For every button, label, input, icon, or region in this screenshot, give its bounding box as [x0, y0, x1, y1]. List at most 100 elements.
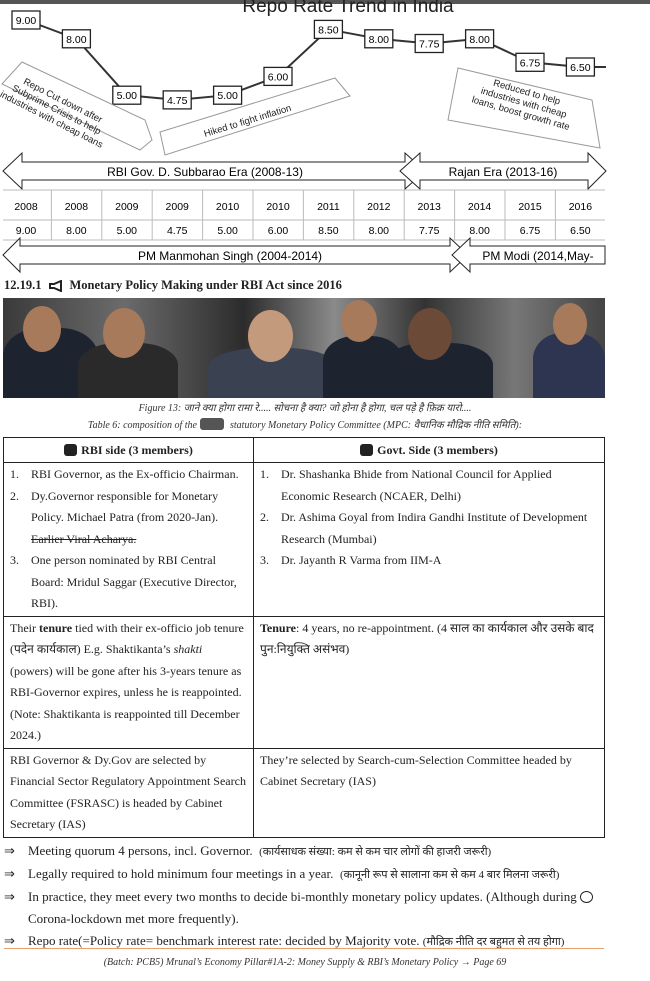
corona-icon — [580, 890, 593, 903]
list-item: 2. Dy.Governor responsible for Monetary P… — [10, 488, 219, 546]
value-cell: 4.75 — [167, 225, 188, 237]
x-tick-label: 2011 — [317, 201, 340, 213]
rbi-header-text: RBI side (3 members) — [81, 443, 193, 457]
value-cell: 9.00 — [16, 225, 37, 237]
value-cell: 5.00 — [217, 225, 238, 237]
value-cell: 5.00 — [117, 225, 138, 237]
govt-tenure: Tenure: 4 years, no re-appointment. (4 स… — [253, 615, 605, 749]
value-cell: 8.00 — [469, 225, 490, 237]
govt-side-header: Govt. Side (3 members) — [253, 437, 605, 463]
value-cell: 6.00 — [268, 225, 289, 237]
bullet-repo-rate: ⇒ Repo rate(=Policy rate= benchmark inter… — [4, 930, 604, 953]
data-label: 8.50 — [318, 24, 339, 36]
x-tick-label: 2016 — [569, 201, 593, 213]
x-tick-label: 2010 — [266, 201, 290, 213]
table-caption: Table 6: composition of the statutory Mo… — [0, 417, 610, 434]
data-label: 6.00 — [268, 71, 289, 83]
data-point — [515, 52, 545, 72]
data-point — [464, 29, 495, 49]
data-point — [61, 29, 92, 49]
data-label: 6.75 — [520, 57, 541, 69]
list-item: 3. Dr. Jayanth R Varma from IIM-A — [260, 553, 442, 567]
repo-rate-chart: Repo Rate Trend in India 9.00 8.00 5.00 4.7… — [0, 0, 607, 274]
value-cell: 8.00 — [369, 225, 390, 237]
data-label: 6.50 — [570, 62, 591, 74]
era-label: RBI Gov. D. Subbarao Era (2008-13) — [107, 165, 303, 179]
content-flow: Figure 13: जाने क्या होगा रामा रे..... स… — [0, 400, 610, 953]
value-cell: 8.00 — [66, 225, 87, 237]
list-item: 1. Dr. Shashanka Bhide from National Coun… — [260, 467, 552, 503]
data-point — [162, 90, 192, 110]
govt-header-text: Govt. Side (3 members) — [377, 443, 498, 457]
data-label: 8.00 — [369, 34, 390, 46]
x-tick-label: 2009 — [115, 201, 139, 213]
era-manmohan: PM Manmohan Singh (2004-2014) — [2, 236, 469, 274]
x-tick-label: 2015 — [518, 201, 542, 213]
data-point — [212, 85, 243, 105]
megaphone-icon — [48, 279, 62, 292]
rbi-tenure: Their tenure tied with their ex-officio … — [3, 615, 254, 749]
x-tick-label: 2013 — [418, 201, 442, 213]
list-item: 3. One person nominated by RBI Central Bo… — [10, 553, 237, 610]
list-item: 1. RBI Governor, as the Ex-officio Chairm… — [10, 467, 239, 481]
page-footer: (Batch: PCB5) Mrunal’s Economy Pillar#1A… — [103, 957, 507, 968]
section-number: 12.19.1 — [4, 278, 42, 292]
data-label: 5.00 — [117, 90, 138, 102]
rbi-selection: RBI Governor & Dy.Gov are selected by Fi… — [3, 747, 254, 838]
arrow-icon: ⇒ — [4, 842, 15, 858]
era-modi: PM Modi (2014,May- — [451, 236, 606, 274]
section-heading: 12.19.1 Monetary Policy Making under RBI… — [4, 278, 342, 293]
govt-selection: They’re selected by Search-cum-Selection… — [253, 747, 605, 838]
data-point — [263, 66, 293, 87]
value-cell: 6.75 — [520, 225, 541, 237]
x-tick-label: 2014 — [468, 201, 492, 213]
rbi-side-header: RBI side (3 members) — [3, 437, 254, 463]
data-point — [414, 33, 444, 54]
arrow-icon: ⇒ — [4, 865, 15, 881]
annotation-reduce: Reduced to helpindustries with cheaploan… — [447, 67, 601, 149]
bullet-quorum: ⇒ Meeting quorum 4 persons, incl. Governo… — [4, 840, 604, 863]
data-point — [565, 57, 596, 77]
era-label: Rajan Era (2013-16) — [449, 165, 558, 179]
arrow-icon: ⇒ — [4, 932, 15, 948]
data-label: 8.00 — [66, 34, 87, 46]
data-label: 9.00 — [16, 15, 37, 27]
section-title: Monetary Policy Making under RBI Act sin… — [69, 278, 342, 292]
x-tick-label: 2012 — [367, 201, 391, 213]
govt-members: 1. Dr. Shashanka Bhide from National Coun… — [253, 462, 605, 617]
era-rajan: Rajan Era (2013-16) — [399, 151, 607, 191]
data-label: 5.00 — [217, 90, 238, 102]
data-label: 8.00 — [469, 34, 490, 46]
era-subbarao: RBI Gov. D. Subbarao Era (2008-13) — [2, 151, 426, 191]
value-cell: 6.50 — [570, 225, 591, 237]
govt-icon — [360, 444, 374, 456]
data-label: 4.75 — [167, 95, 188, 107]
x-tick-label: 2010 — [216, 201, 240, 213]
bullet-practice: ⇒ In practice, they meet every two months… — [4, 886, 604, 930]
value-cell: 8.50 — [318, 225, 339, 237]
top-border — [0, 0, 650, 4]
rbi-icon — [64, 444, 78, 456]
x-tick-label: 2009 — [166, 201, 190, 213]
footer-divider — [4, 948, 604, 949]
x-tick-label: 2008 — [14, 201, 38, 213]
caption-text: Table 6: composition of the — [87, 420, 197, 431]
rbi-govt-icon — [199, 418, 224, 430]
data-label: 7.75 — [419, 39, 440, 51]
pm-era-label: PM Modi (2014,May- — [482, 249, 593, 263]
list-item: 2. Dr. Ashima Goyal from Indira Gandhi In… — [260, 510, 588, 546]
annotation-hike: Hiked to fight inflation — [159, 77, 351, 156]
mpc-members-photo — [3, 298, 605, 398]
pm-era-label: PM Manmohan Singh (2004-2014) — [138, 249, 322, 263]
x-tick-label: 2008 — [65, 201, 89, 213]
data-point — [364, 29, 394, 49]
rbi-members: 1. RBI Governor, as the Ex-officio Chairm… — [3, 462, 254, 617]
bullet-meetings: ⇒ Legally required to hold minimum four m… — [4, 863, 604, 886]
figure-caption: Figure 13: जाने क्या होगा रामा रे..... स… — [138, 403, 472, 414]
caption-text: statutory Monetary Policy Committee (MPC… — [230, 420, 523, 431]
data-point — [313, 19, 344, 40]
chart-title: Repo Rate Trend in India — [242, 0, 454, 17]
arrow-icon: ⇒ — [4, 888, 15, 904]
data-point — [11, 10, 41, 30]
value-cell: 7.75 — [419, 225, 440, 237]
